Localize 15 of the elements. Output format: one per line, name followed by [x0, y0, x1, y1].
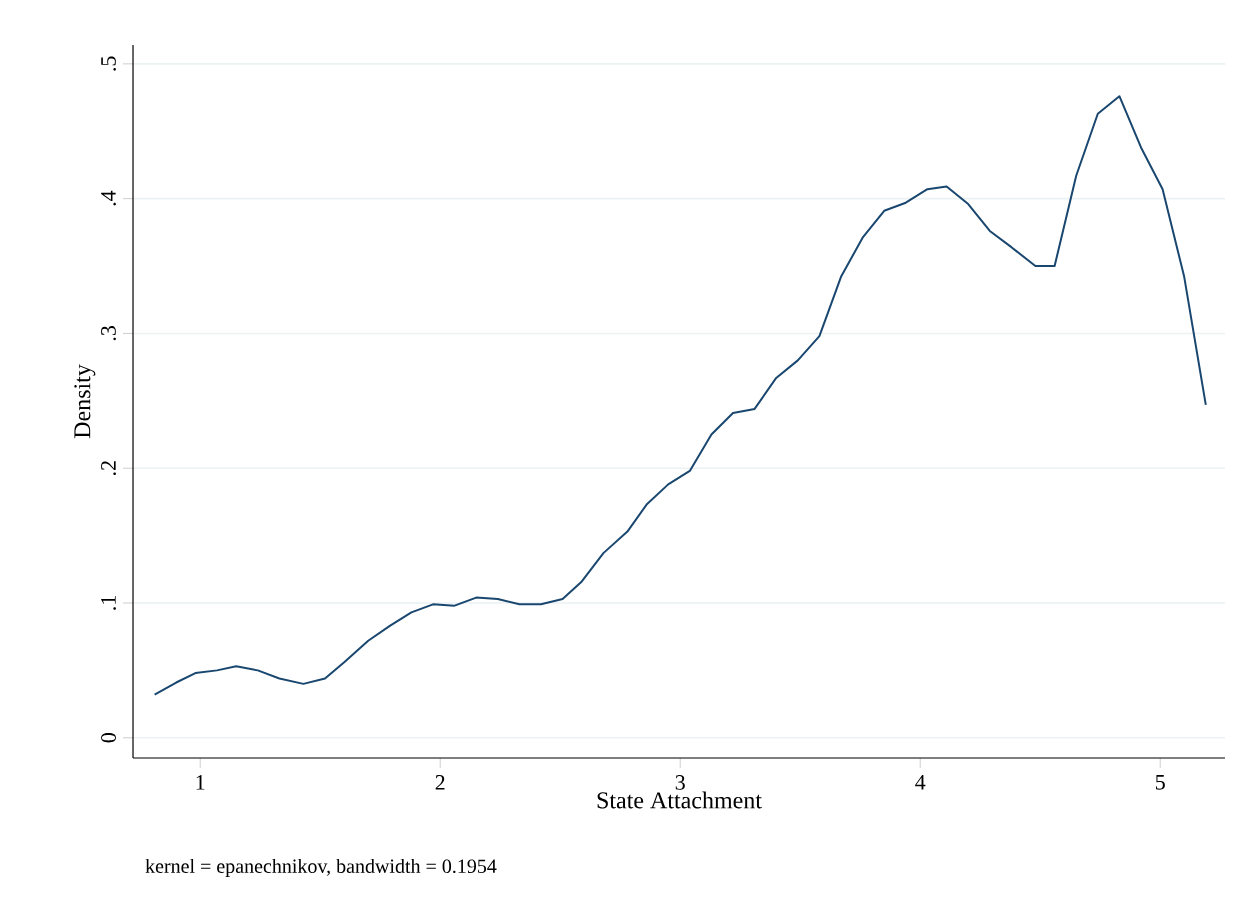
y-tick-label: 0 — [101, 733, 116, 743]
x-tick-label: 5 — [1155, 775, 1165, 790]
y-tick-label: .5 — [101, 56, 116, 71]
x-tick-label: 1 — [196, 775, 205, 790]
x-axis-title: State Attachment — [597, 791, 762, 809]
x-tick-label: 3 — [675, 775, 685, 790]
y-axis-title: Density — [74, 364, 96, 439]
y-tick-label: .4 — [101, 190, 116, 206]
y-tick-label: .3 — [101, 326, 116, 341]
y-tick-label: .1 — [101, 596, 116, 610]
line-series — [153, 95, 1207, 696]
y-tick-label: .2 — [101, 461, 116, 476]
text: kernel = epanechnikov, bandwidth = 0.1954 — [145, 858, 497, 878]
x-tick-label: 4 — [915, 775, 926, 790]
x-tick-label: 2 — [435, 775, 445, 790]
